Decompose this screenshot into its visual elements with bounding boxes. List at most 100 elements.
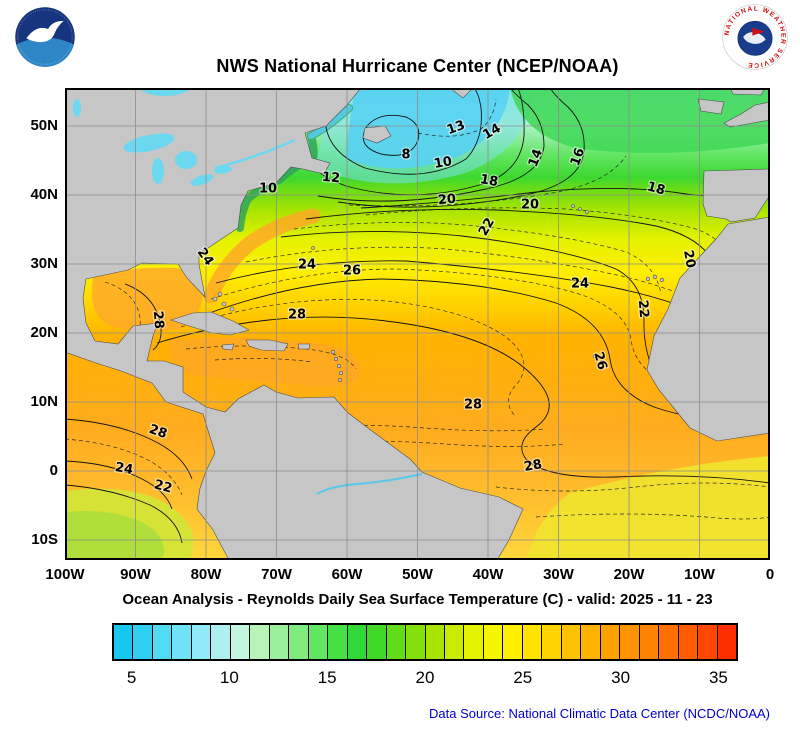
isotherm-8C: [362, 114, 420, 156]
isotherm-22C: [280, 231, 657, 378]
americas-landmass: [64, 87, 524, 561]
contour-label: 28: [150, 310, 167, 329]
contour-label: 14: [526, 147, 546, 169]
isotherm-dashed-group: [64, 98, 771, 520]
x-axis-tick-label: 30W: [543, 566, 574, 583]
colorbar-cell: [561, 625, 582, 659]
hispaniola-island: [245, 339, 289, 352]
colorbar-cell: [367, 625, 387, 659]
colorbar-cells: [114, 625, 736, 659]
contour-label: 16: [568, 146, 588, 168]
contour-label: 10: [259, 182, 277, 197]
contour-label: 22: [152, 477, 173, 496]
colorbar-cell: [464, 625, 484, 659]
y-axis-tick-label: 20N: [30, 324, 58, 341]
colorbar-cell: [620, 625, 640, 659]
contour-label: 26: [343, 264, 361, 279]
isotherm-28C-pacific: [64, 418, 193, 480]
colorbar-cell: [133, 625, 153, 659]
colorbar-cell: [328, 625, 348, 659]
data-source-note: Data Source: National Climatic Data Cent…: [429, 706, 770, 721]
colorbar-tick-label: 5: [126, 668, 137, 687]
isotherm-dashed: [417, 98, 497, 137]
england-landmass: [723, 101, 771, 128]
sst-map: 13 14 8 10 12 14 16 10 18 18 20 20 20 22 22 24 24 24 26 26 2…: [64, 74, 771, 561]
x-axis-tick-label: 20W: [613, 566, 645, 583]
bahamas-islands: [212, 291, 235, 312]
x-axis-tick-label: 60W: [331, 566, 363, 583]
colorbar-cell: [639, 625, 660, 659]
colorbar-cell: [425, 625, 445, 659]
colorbar-cell: [114, 625, 134, 659]
isotherm-dashed: [64, 438, 183, 496]
contour-label: 18: [479, 172, 499, 190]
x-axis-tick-label: 100W: [45, 566, 85, 583]
colorbar-cell: [406, 625, 426, 659]
cape-verde-islands: [592, 353, 605, 365]
puerto-rico-island: [297, 343, 311, 350]
contour-label: 28: [464, 398, 482, 413]
colorbar-cell: [269, 625, 290, 659]
colorbar-tick-label: 15: [317, 668, 337, 687]
isotherm-dashed: [535, 513, 771, 520]
lake-erie: [190, 174, 214, 186]
isotherm-14C: [317, 87, 545, 202]
jamaica-island: [221, 343, 235, 351]
longitude-axis: 100W 90W 80W 70W 60W 50W 40W 30W 20W 10W 0: [45, 566, 774, 586]
noaa-seagull-icon: [26, 20, 64, 43]
colorbar-tick-label: 30: [611, 668, 631, 687]
isotherm-dashed: [348, 155, 627, 207]
latitude-axis: 50N 40N 30N 20N 10N 0 10S: [12, 88, 60, 560]
bermuda-island: [311, 246, 315, 250]
isotherm-dashed: [264, 440, 566, 447]
nws-hurricane-flag-icon: [752, 27, 765, 36]
y-axis-tick-label: 0: [49, 462, 58, 479]
colorbar-cell: [289, 625, 309, 659]
noaa-logo: [14, 6, 76, 68]
isotherm-dashed: [214, 358, 314, 363]
cold-shelf-water-north: [308, 105, 352, 139]
isotherm-28C: [156, 316, 771, 484]
contour-label: 8: [401, 148, 410, 163]
x-axis-tick-label: 50W: [402, 566, 433, 583]
colorbar-cell: [483, 625, 504, 659]
isotherm-24C-pacific: [64, 460, 173, 510]
colorbar-tick-label: 25: [513, 668, 533, 687]
amazon-river: [316, 473, 423, 495]
contour-label: 24: [114, 460, 134, 478]
ireland-landmass: [697, 98, 725, 115]
azores-islands: [571, 204, 589, 214]
noaa-rim-text-decoration: [17, 9, 73, 65]
colorbar-cell: [172, 625, 192, 659]
isotherm-dashed: [210, 268, 667, 384]
lake-winnipeg: [73, 99, 81, 117]
x-axis-tick-label: 0: [765, 566, 775, 583]
contour-label: 28: [288, 308, 306, 323]
st-lawrence-river: [214, 138, 296, 170]
contour-label: 20: [521, 198, 539, 213]
y-axis-tick-label: 40N: [30, 186, 58, 203]
isotherm-dashed: [293, 222, 662, 295]
south-atlantic-cool-patch: [527, 456, 770, 560]
lake-michigan: [152, 158, 164, 184]
africa-landmass: [646, 216, 771, 442]
map-frame: [65, 88, 770, 560]
colorbar-tick-label: 20: [415, 668, 435, 687]
y-axis-tick-label: 10N: [30, 393, 58, 410]
x-axis-tick-label: 90W: [120, 566, 151, 583]
isotherm-dashed: [244, 424, 546, 432]
colorbar-cell: [522, 625, 543, 659]
colorbar-tick-label: 10: [219, 668, 239, 687]
colorbar-cell: [347, 625, 368, 659]
lesser-antilles-islands: [330, 349, 343, 382]
contour-label: 24: [571, 277, 589, 292]
x-axis-tick-label: 70W: [261, 566, 292, 583]
colorbar-cell: [678, 625, 699, 659]
gulf-of-mexico-warm-pool: [91, 267, 203, 332]
colorbar-cell: [230, 625, 251, 659]
colorbar-cell: [581, 625, 601, 659]
nws-seal-icon: NATIONAL WEATHER SERVICE: [722, 4, 788, 70]
y-axis-tick-label: 30N: [30, 255, 58, 272]
colorbar-cell: [250, 625, 270, 659]
